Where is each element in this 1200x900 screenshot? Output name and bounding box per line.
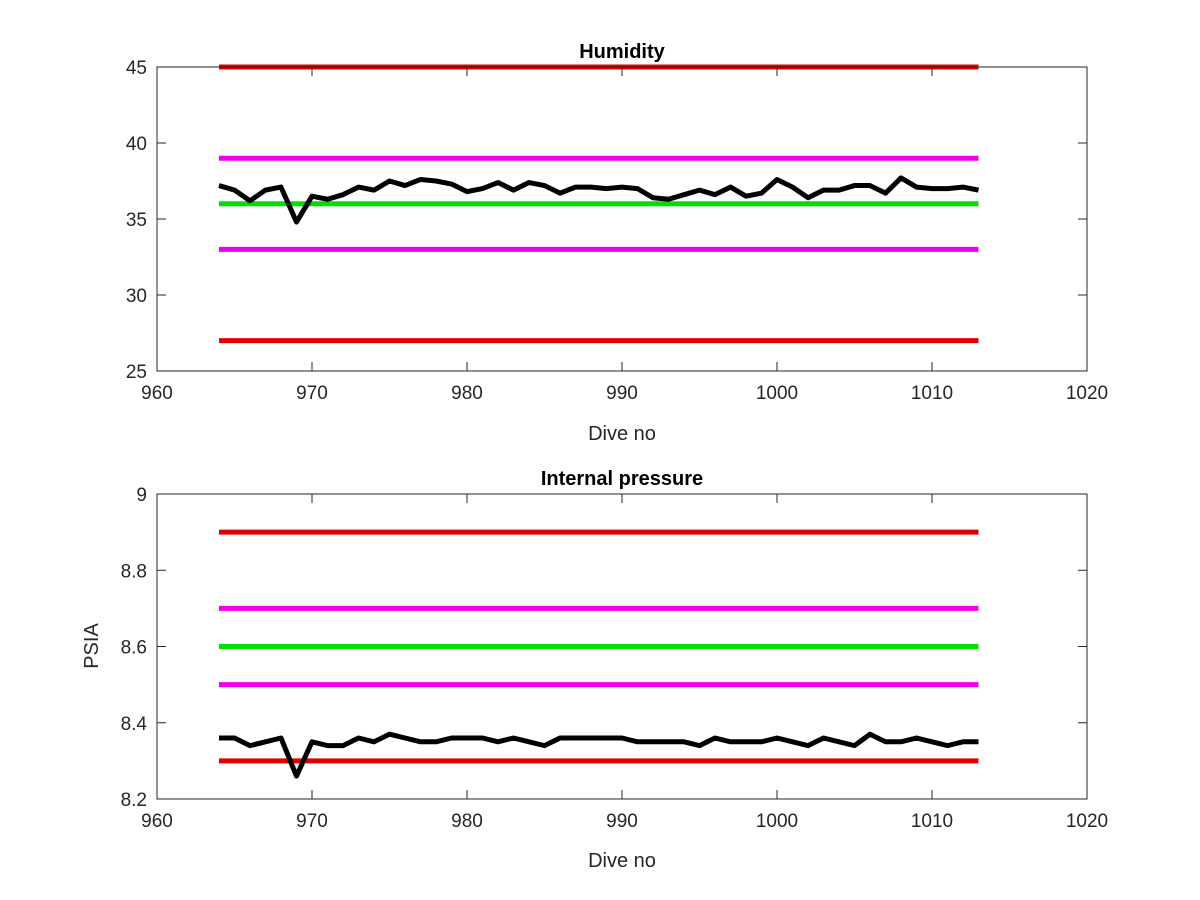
- humidity-tick-layer: 960 970 980 990 1000 1010 1020 25 30 35 40 45: [126, 58, 1108, 404]
- humidity-x-tick-label: 980: [451, 383, 483, 404]
- humidity-x-axis-label: Dive no: [588, 423, 656, 445]
- humidity-x-tick-label: 1010: [911, 383, 953, 404]
- pressure-x-tick-label: 990: [606, 811, 638, 832]
- pressure-chart-title: Internal pressure: [541, 468, 703, 490]
- humidity-x-tick-label: 960: [141, 383, 173, 404]
- humidity-x-tick-label: 1000: [756, 383, 798, 404]
- humidity-x-tick-label: 990: [606, 383, 638, 404]
- humidity-chart-title: Humidity: [579, 41, 665, 63]
- humidity-subplot: 960 970 980 990 1000 1010 1020 25 30 35 40 45 Humid…: [126, 41, 1108, 445]
- internal-pressure-subplot: 960 970 980 990 1000 1010 1020 8.2 8.4 8.6 8.8 9 In…: [81, 468, 1108, 872]
- pressure-x-tick-label: 1010: [911, 811, 953, 832]
- humidity-x-tick-label: 970: [296, 383, 328, 404]
- pressure-tick-layer: 960 970 980 990 1000 1010 1020 8.2 8.4 8.6 8.8 9: [121, 485, 1109, 832]
- pressure-measured-line: [219, 731, 979, 779]
- humidity-y-tick-label: 35: [126, 210, 147, 231]
- pressure-x-tick-label: 1020: [1066, 811, 1108, 832]
- pressure-y-tick-label: 8.6: [121, 638, 147, 659]
- pressure-y-tick-label: 8.2: [121, 790, 147, 811]
- humidity-y-tick-label: 25: [126, 362, 147, 383]
- pressure-axes-box: [156, 493, 1088, 800]
- pressure-y-axis-label: PSIA: [81, 623, 103, 669]
- pressure-x-tick-label: 980: [451, 811, 483, 832]
- pressure-x-axis-label: Dive no: [588, 850, 656, 872]
- humidity-y-tick-label: 45: [126, 58, 147, 79]
- humidity-axes-box: [156, 66, 1088, 372]
- pressure-x-tick-label: 960: [141, 811, 173, 832]
- humidity-y-tick-label: 40: [126, 134, 147, 155]
- pressure-x-tick-label: 970: [296, 811, 328, 832]
- pressure-x-tick-label: 1000: [756, 811, 798, 832]
- pressure-y-tick-label: 8.8: [121, 561, 147, 582]
- pressure-y-tick-label: 8.4: [121, 714, 148, 735]
- humidity-plot-area: [157, 67, 1087, 371]
- pressure-y-tick-label: 9: [136, 485, 147, 506]
- humidity-y-tick-label: 30: [126, 286, 147, 307]
- humidity-x-tick-label: 1020: [1066, 383, 1108, 404]
- humidity-measured-line: [218, 175, 979, 225]
- pressure-series-layer: [219, 529, 979, 779]
